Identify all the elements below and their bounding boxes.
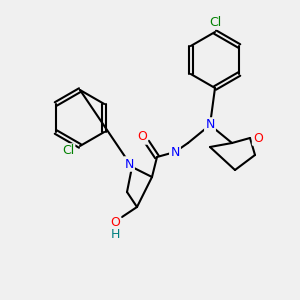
Text: N: N [205,118,215,131]
Text: O: O [137,130,147,143]
Text: O: O [110,215,120,229]
Text: O: O [253,131,263,145]
Text: N: N [170,146,180,158]
Text: Cl: Cl [209,16,221,28]
Text: H: H [110,229,120,242]
Text: Cl: Cl [62,145,74,158]
Text: N: N [124,158,134,170]
